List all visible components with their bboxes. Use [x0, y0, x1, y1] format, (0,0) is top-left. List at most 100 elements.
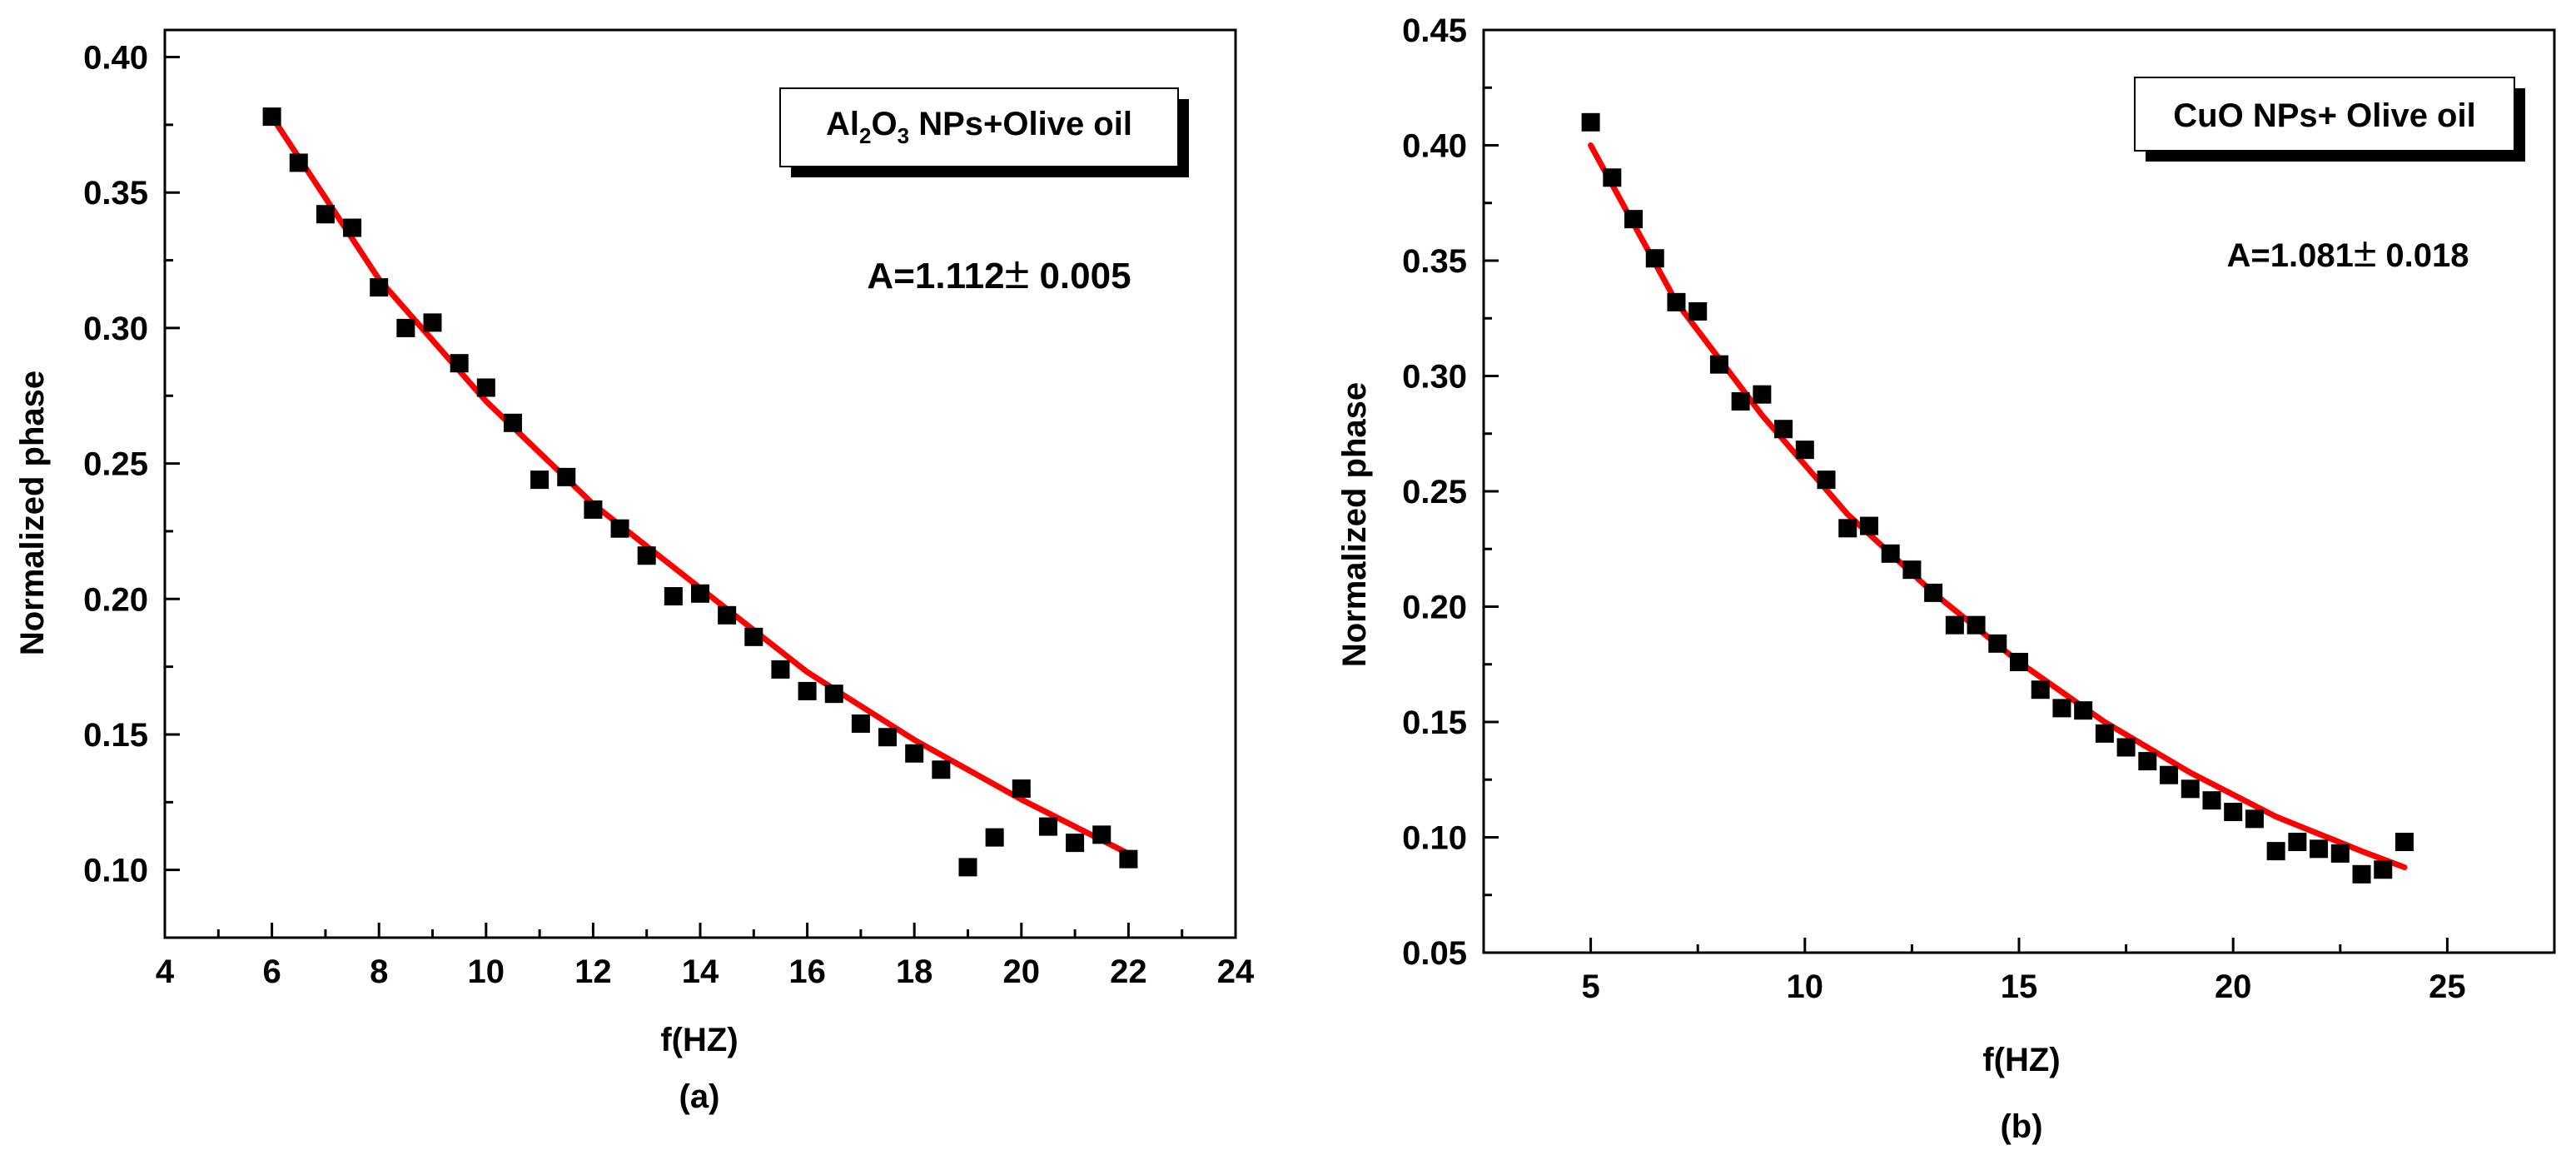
- data-point: [316, 205, 335, 224]
- data-point: [2266, 842, 2285, 861]
- x-tick-label: 4: [156, 953, 175, 990]
- y-tick-label: 0.10: [83, 853, 148, 889]
- y-tick-label: 0.15: [83, 717, 148, 754]
- data-point: [905, 744, 924, 763]
- data-point: [1624, 210, 1644, 229]
- data-point: [1838, 519, 1857, 538]
- data-point: [1967, 615, 1986, 635]
- y-axis-label: Normalized phase: [1336, 382, 1373, 667]
- y-tick-label: 0.05: [1402, 935, 1467, 972]
- data-point: [503, 413, 522, 432]
- x-tick-label: 10: [468, 953, 505, 990]
- data-point: [2288, 833, 2307, 852]
- data-point: [2224, 803, 2243, 822]
- data-point: [2330, 844, 2350, 863]
- y-tick-label: 0.35: [1402, 243, 1467, 280]
- y-tick-label: 0.30: [1402, 359, 1467, 396]
- legend-label: Al2O3 NPs+Olive oil: [826, 106, 1132, 148]
- data-point: [2352, 864, 2371, 884]
- data-point: [262, 107, 281, 127]
- data-point: [1709, 355, 1728, 374]
- data-point: [2095, 724, 2114, 743]
- data-point: [1881, 544, 1900, 563]
- legend-text-sub2: 3: [898, 123, 909, 148]
- fit-parameter-value: A=1.112: [867, 256, 1004, 296]
- data-point: [2160, 765, 2179, 784]
- data-point: [771, 660, 790, 679]
- data-point: [1774, 420, 1793, 439]
- fit-curve: [269, 113, 1131, 857]
- data-point: [530, 470, 550, 490]
- data-point: [1688, 301, 1708, 321]
- data-point: [343, 218, 362, 237]
- y-tick-label: 0.40: [83, 40, 148, 77]
- data-point: [370, 278, 389, 297]
- data-points-layer: [262, 107, 1138, 877]
- legend: CuO NPs+ Olive oil: [2134, 77, 2525, 162]
- data-point: [1945, 615, 1964, 635]
- data-point: [2010, 652, 2028, 671]
- data-point: [396, 318, 415, 337]
- axis-ticks: 5 10 15 20 25 0.05 0.10 0.15 0.20 0.25 0.30 0.35 0.4…: [1402, 12, 2466, 1005]
- data-point: [1795, 441, 1814, 460]
- x-tick-label: 12: [574, 953, 612, 990]
- data-point: [958, 858, 977, 877]
- data-point: [584, 500, 603, 519]
- data-point: [718, 605, 737, 625]
- y-tick-label: 0.40: [1402, 128, 1467, 165]
- legend-label: CuO NPs+ Olive oil: [2173, 97, 2475, 134]
- panel-label: (a): [679, 1078, 720, 1115]
- data-point: [1119, 849, 1138, 869]
- data-point: [289, 153, 308, 172]
- data-point: [1753, 385, 1772, 404]
- data-point: [557, 467, 576, 486]
- data-point: [878, 728, 898, 747]
- legend-box: [2134, 77, 2515, 152]
- data-point: [1859, 516, 1878, 535]
- fit-parameter-value: A=1.081: [2226, 237, 2353, 274]
- x-tick-label: 15: [2001, 968, 2038, 1005]
- y-tick-label: 0.35: [83, 175, 148, 212]
- fit-parameter-error: 0.018: [2376, 237, 2469, 274]
- x-tick-label: 6: [262, 953, 281, 990]
- data-point: [450, 354, 469, 373]
- data-point: [2138, 752, 2157, 771]
- legend-text-base: Al: [826, 106, 859, 142]
- data-points-layer: [1581, 112, 2414, 884]
- data-point: [2116, 738, 2136, 757]
- data-point: [637, 546, 656, 565]
- fit-curve-layer: [269, 113, 1131, 857]
- data-point: [1012, 779, 1031, 799]
- data-point: [1988, 634, 2007, 653]
- y-tick-label: 0.25: [83, 446, 148, 483]
- data-point: [2202, 791, 2221, 810]
- data-point: [744, 627, 763, 646]
- data-point: [423, 313, 442, 332]
- y-tick-label: 0.10: [1402, 820, 1467, 857]
- plus-minus-symbol: ±: [1005, 248, 1030, 298]
- x-axis-label: f(HZ): [660, 1022, 738, 1058]
- data-point: [2052, 699, 2071, 718]
- y-tick-label: 0.20: [83, 581, 148, 618]
- data-point: [1645, 249, 1664, 268]
- data-point: [610, 519, 629, 538]
- data-point: [1038, 817, 1057, 836]
- legend-box: [779, 87, 1179, 167]
- data-point: [1667, 292, 1686, 311]
- data-point: [2374, 860, 2393, 879]
- legend-text-sub1: 2: [859, 123, 871, 148]
- x-tick-label: 24: [1217, 953, 1255, 990]
- data-point: [2031, 680, 2050, 699]
- x-tick-label: 25: [2429, 968, 2466, 1005]
- plus-minus-symbol: ±: [2354, 229, 2376, 276]
- x-tick-label: 18: [896, 953, 933, 990]
- data-point: [985, 828, 1004, 847]
- data-point: [2245, 809, 2264, 829]
- x-tick-label: 20: [1003, 953, 1041, 990]
- data-point: [476, 378, 495, 397]
- y-tick-label: 0.30: [83, 311, 148, 347]
- data-point: [2310, 839, 2329, 859]
- axis-ticks: 4 6 8 10 12 14 16 18 20 22 24 0.10 0.15 0.20 0.25 0.30 0…: [83, 40, 1255, 990]
- data-point: [1731, 391, 1750, 411]
- x-tick-label: 14: [682, 953, 719, 990]
